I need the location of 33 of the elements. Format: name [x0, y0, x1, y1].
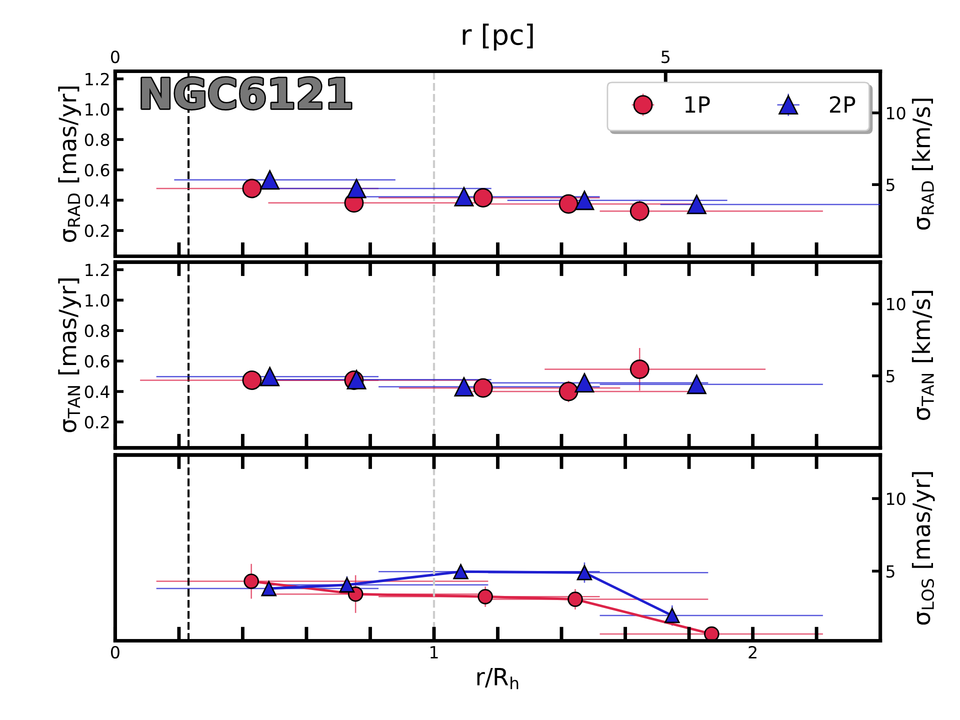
y-tick-label: 1.2: [86, 264, 109, 276]
y-tick-label: 1.0: [86, 103, 110, 116]
y-tick-label: 0.8: [84, 133, 110, 146]
y-axis-title: σ$_{RAD}$ [mas/yr]: [58, 86, 82, 242]
y-tick-label: 0.4: [84, 385, 110, 398]
x-tick-label: 1: [430, 646, 438, 658]
x-tick-label: 2: [748, 646, 756, 658]
y-tick-label: 0.6: [84, 355, 110, 368]
x-axis-title: r/R$_{h}$: [477, 668, 518, 690]
y2-tick-label: 10: [887, 492, 906, 506]
x2-tick-label: 5: [662, 50, 670, 64]
y-tick-label: 0.2: [84, 224, 109, 238]
x2-axis-title: r [pc]: [462, 24, 533, 51]
legend-label: 1P: [685, 96, 710, 113]
annotation: NGC6121: [142, 78, 351, 110]
x-tick-label: 0: [110, 646, 120, 659]
y2-tick-label: 5: [886, 178, 894, 192]
y2-axis-title: σ$_{RAD}$ [km/s]: [912, 98, 934, 230]
y-axis-title: σ$_{TAN}$ [mas/yr]: [58, 278, 82, 432]
y2-tick-label: 5: [886, 370, 894, 382]
y2-axis-title: σ$_{LOS}$ [mas/yr]: [912, 472, 935, 625]
legend-label: 2P: [830, 96, 856, 113]
x2-tick-label: 0: [110, 50, 120, 64]
y-tick-label: 0.2: [84, 416, 109, 429]
y-tick-label: 0.6: [84, 164, 110, 176]
y2-tick-label: 10: [887, 298, 906, 310]
y-tick-label: 0.4: [84, 194, 110, 207]
y2-tick-label: 5: [886, 565, 894, 578]
y2-tick-label: 10: [887, 106, 906, 120]
y-tick-label: 0.8: [84, 324, 110, 338]
y-tick-label: 1.2: [86, 72, 109, 86]
y2-axis-title: σ$_{TAN}$ [km/s]: [912, 290, 934, 420]
y-tick-label: 1.0: [86, 294, 110, 307]
